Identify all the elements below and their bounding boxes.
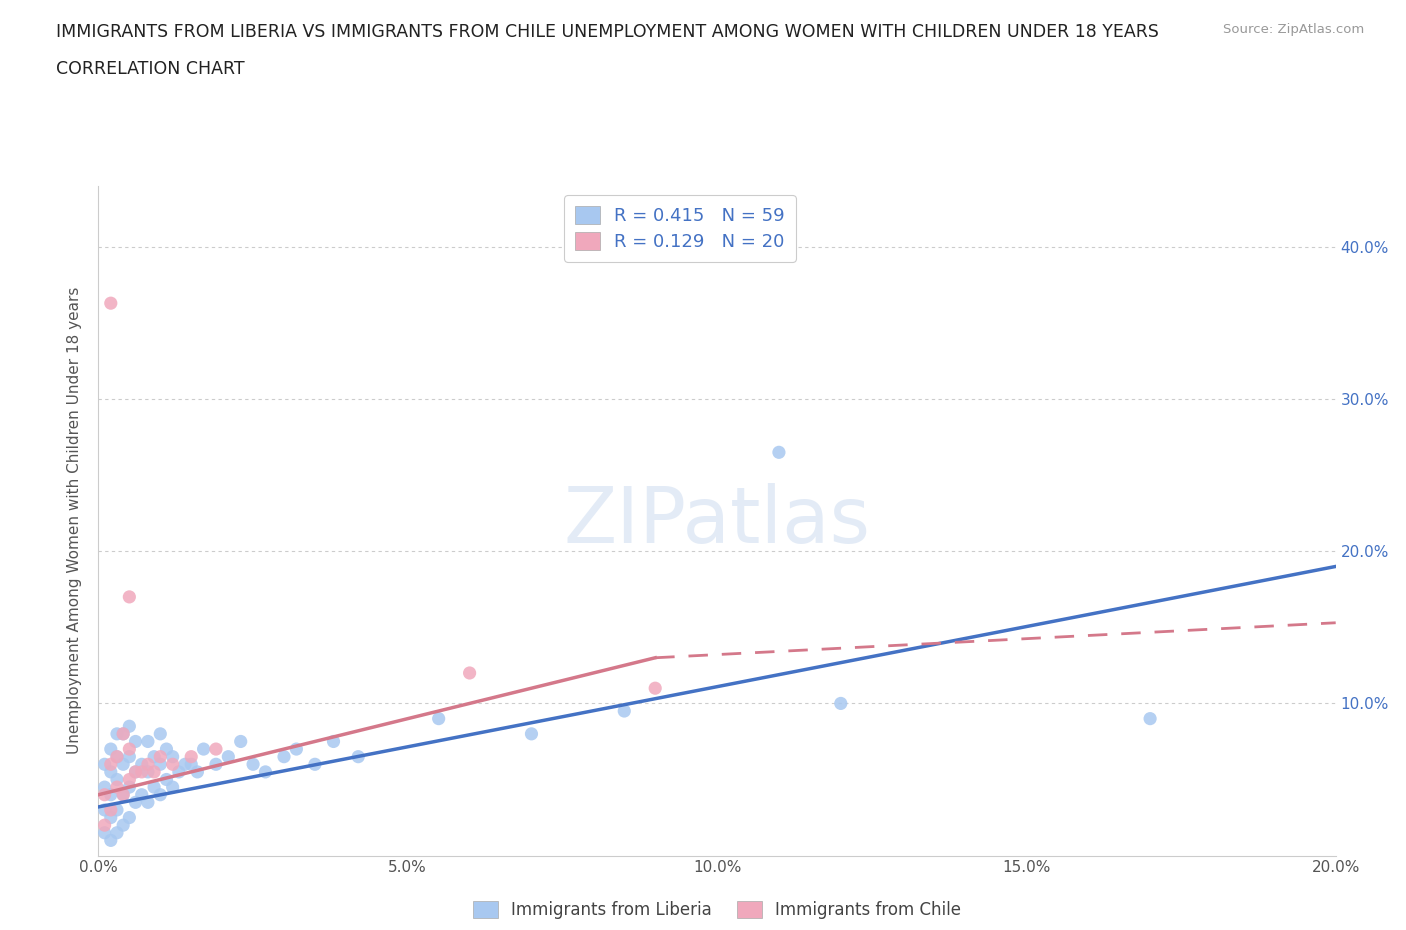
Point [100,803,122,817]
Point [242,757,264,772]
Point [143,779,166,794]
Point [155,741,177,756]
Point [100,764,122,779]
Point [105,726,128,741]
Point [304,757,326,772]
Point [149,757,172,772]
Legend: Immigrants from Liberia, Immigrants from Chile: Immigrants from Liberia, Immigrants from… [464,893,970,927]
Point [162,757,184,772]
Point [520,726,543,741]
Point [105,825,128,840]
Point [93,825,115,840]
Point [162,750,184,764]
Point [105,750,128,764]
Point [193,741,215,756]
Point [118,750,141,764]
Point [205,757,228,772]
Point [124,764,146,779]
Point [131,788,153,803]
Point [112,726,135,741]
Point [100,741,122,756]
Point [136,795,159,810]
Point [180,757,202,772]
Point [118,719,141,734]
Point [100,296,122,311]
Point [162,779,184,794]
Point [100,833,122,848]
Point [1139,711,1161,726]
Point [458,666,481,681]
Point [118,741,141,756]
Point [100,788,122,803]
Point [136,757,159,772]
Point [93,788,115,803]
Point [167,764,190,779]
Point [149,750,172,764]
Point [118,772,141,787]
Point [143,750,166,764]
Point [105,779,128,794]
Text: Source: ZipAtlas.com: Source: ZipAtlas.com [1223,23,1364,36]
Point [100,757,122,772]
Point [205,741,228,756]
Point [186,764,208,779]
Point [105,772,128,787]
Point [217,750,239,764]
Point [93,817,115,832]
Point [124,795,146,810]
Point [174,757,197,772]
Text: IMMIGRANTS FROM LIBERIA VS IMMIGRANTS FROM CHILE UNEMPLOYMENT AMONG WOMEN WITH C: IMMIGRANTS FROM LIBERIA VS IMMIGRANTS FR… [56,23,1159,41]
Point [93,803,115,817]
Point [347,750,370,764]
Point [322,734,344,749]
Point [124,734,146,749]
Text: CORRELATION CHART: CORRELATION CHART [56,60,245,78]
Point [112,817,135,832]
Point [136,764,159,779]
Point [112,788,135,803]
Point [273,750,295,764]
Point [118,779,141,794]
Point [105,750,128,764]
Point [93,779,115,794]
Point [124,764,146,779]
Point [229,734,252,749]
Point [112,788,135,803]
Point [118,810,141,825]
Point [112,726,135,741]
Point [131,757,153,772]
Point [254,764,277,779]
Point [155,772,177,787]
Point [644,681,666,696]
Point [131,764,153,779]
Y-axis label: Unemployment Among Women with Children Under 18 years: Unemployment Among Women with Children U… [67,287,83,754]
Point [613,704,636,719]
Point [830,696,852,711]
Point [149,788,172,803]
Point [112,757,135,772]
Text: ZIPatlas: ZIPatlas [564,483,870,559]
Point [136,734,159,749]
Point [93,757,115,772]
Point [149,726,172,741]
Point [143,764,166,779]
Point [768,445,790,459]
Point [180,750,202,764]
Point [100,810,122,825]
Point [427,711,450,726]
Point [118,590,141,604]
Point [285,741,308,756]
Point [105,803,128,817]
